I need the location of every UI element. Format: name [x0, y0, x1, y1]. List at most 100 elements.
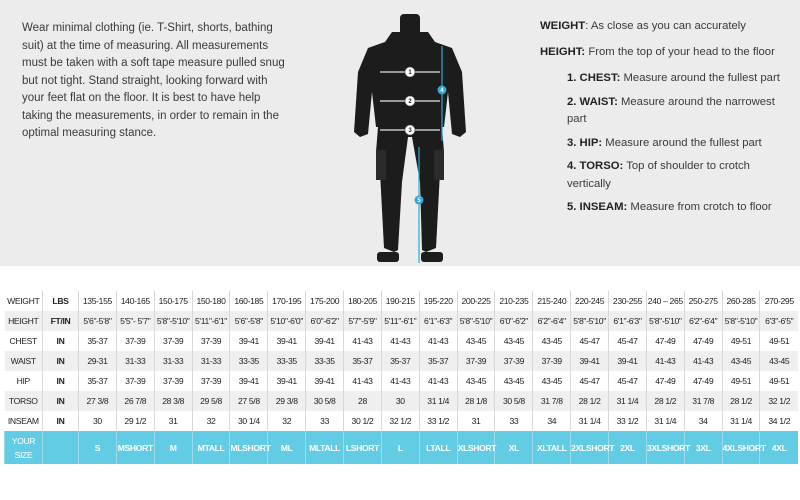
table-cell: 43-45: [759, 351, 798, 371]
table-cell: 6'3"-6'5": [759, 311, 798, 331]
table-cell: 31: [456, 411, 495, 431]
table-cell: 28 3/8: [153, 391, 193, 411]
table-cell: 28 1/2: [721, 391, 760, 411]
row-unit: [42, 431, 79, 464]
table-cell: 47-49: [683, 331, 723, 351]
table-cell: 33-35: [229, 351, 268, 371]
table-cell: 41-43: [343, 371, 382, 391]
step-torso: 4. TORSO: Top of shoulder to crotch vert…: [567, 160, 750, 190]
table-cell: 160-185: [229, 291, 268, 311]
table-row-torso: TORSO IN 27 3/8 26 7/8 28 3/8 29 5/8 27 5/8 29 …: [4, 391, 798, 411]
table-row-waist: WAIST IN 29-31 31-33 31-33 31-33 33-35 33-35 33-…: [4, 351, 798, 371]
table-cell: 170-195: [267, 291, 306, 311]
table-cell: 35-37: [418, 351, 458, 371]
row-label: CHEST: [9, 336, 38, 346]
row-unit: FT/IN: [42, 311, 79, 331]
table-cell: 32: [191, 411, 230, 431]
size-cell: MLTALL: [305, 431, 344, 464]
table-cell: 47-49: [683, 371, 723, 391]
row-label: HEIGHT: [4, 311, 43, 331]
table-cell: 28 1/8: [456, 391, 495, 411]
table-cell: 32: [267, 411, 306, 431]
table-cell: 31 1/4: [418, 391, 458, 411]
table-cell: 37-39: [494, 351, 533, 371]
table-cell: 29 5/8: [191, 391, 230, 411]
row-label: TORSO: [4, 391, 43, 411]
table-row-your-size: YOUR SIZE S MSHORT M MTALL MLSHORT ML MLTALL LSHO…: [4, 431, 798, 464]
row-unit: IN: [42, 411, 79, 431]
table-cell: 180-205: [343, 291, 382, 311]
table-cell: 32 1/2: [380, 411, 420, 431]
table-cell: 31 1/4: [645, 411, 685, 431]
table-cell: 39-41: [267, 371, 306, 391]
table-cell: 33-35: [267, 351, 306, 371]
table-cell: 45-47: [608, 371, 647, 391]
size-cell: M: [153, 431, 193, 464]
table-cell: 30 5/8: [305, 391, 344, 411]
table-cell: 41-43: [683, 351, 723, 371]
table-cell: 34 1/2: [759, 411, 798, 431]
row-unit: IN: [42, 351, 79, 371]
table-cell: 33 1/2: [418, 411, 458, 431]
table-cell: 5'11"-6'1": [380, 311, 420, 331]
table-cell: 31-33: [153, 351, 193, 371]
table-cell: 47-49: [645, 331, 685, 351]
table-cell: 150-180: [191, 291, 230, 311]
table-row-chest: CHEST IN 35-37 37-39 37-39 37-39 39-41 39-41 39-…: [5, 331, 798, 351]
row-label: WAIST: [4, 351, 43, 371]
marker-1: 1: [408, 70, 412, 76]
marker-3: 3: [408, 128, 412, 134]
row-label: HIP: [16, 376, 31, 386]
table-cell: 39-41: [305, 371, 344, 391]
table-cell: 39-41: [229, 331, 268, 351]
table-cell: 28 1/2: [570, 391, 609, 411]
size-cell: ML: [267, 431, 306, 464]
row-label: INSEAM: [7, 416, 39, 426]
table-cell: 200-225: [456, 291, 495, 311]
table-cell: 37-39: [153, 371, 193, 391]
row-unit: IN: [42, 331, 79, 351]
table-cell: 31 1/4: [570, 411, 609, 431]
table-cell: 30 1/2: [343, 411, 382, 431]
size-cell: LSHORT: [343, 431, 382, 464]
intro-text: Wear minimal clothing (ie. T-Shirt, shor…: [22, 22, 285, 139]
table-cell: 33-35: [305, 351, 344, 371]
table-cell: 5'5"- 5'7": [115, 311, 155, 331]
size-cell: 3XLSHORT: [645, 431, 690, 464]
table-cell: 31-33: [191, 351, 230, 371]
table-cell: 37-39: [532, 351, 571, 371]
table-cell: 35-37: [78, 331, 117, 351]
table-cell: 41-43: [418, 331, 458, 351]
table-cell: 29 1/2: [115, 411, 155, 431]
table-cell: 43-45: [494, 371, 533, 391]
table-cell: 26 7/8: [115, 391, 155, 411]
table-cell: 150-175: [153, 291, 193, 311]
table-cell: 33: [494, 411, 533, 431]
table-cell: 31-33: [115, 351, 155, 371]
instructions-panel: Wear minimal clothing (ie. T-Shirt, shor…: [0, 0, 800, 266]
table-cell: 49-51: [759, 331, 798, 351]
row-label: YOUR SIZE: [4, 431, 43, 464]
table-cell: 41-43: [645, 351, 685, 371]
table-cell: 230-255: [608, 291, 647, 311]
size-cell: LTALL: [418, 431, 458, 464]
table-cell: 190-215: [380, 291, 420, 311]
table-cell: 41-43: [343, 331, 382, 351]
table-cell: 30: [380, 391, 420, 411]
table-cell: 49-51: [721, 331, 760, 351]
size-cell: 3XL: [683, 431, 723, 464]
table-cell: 49-51: [759, 371, 798, 391]
size-cell: XLTALL: [532, 431, 571, 464]
size-cell: MSHORT: [115, 431, 155, 464]
size-cell: S: [78, 431, 117, 464]
table-row-hip: HIP IN 35-37 37-39 37-39 37-39 39-41 39-41 39-41…: [5, 371, 798, 391]
table-cell: 30 5/8: [494, 391, 533, 411]
table-cell: 31: [153, 411, 193, 431]
table-cell: 29-31: [78, 351, 117, 371]
size-cell: XL: [494, 431, 533, 464]
table-cell: 5'8"-5'10": [456, 311, 495, 331]
step-hip: 3. HIP: Measure around the fullest part: [567, 136, 762, 149]
definition-weight: WEIGHT: As close as you can accurately: [540, 20, 746, 32]
table-cell: 29 3/8: [267, 391, 306, 411]
table-cell: 33 1/2: [608, 411, 647, 431]
